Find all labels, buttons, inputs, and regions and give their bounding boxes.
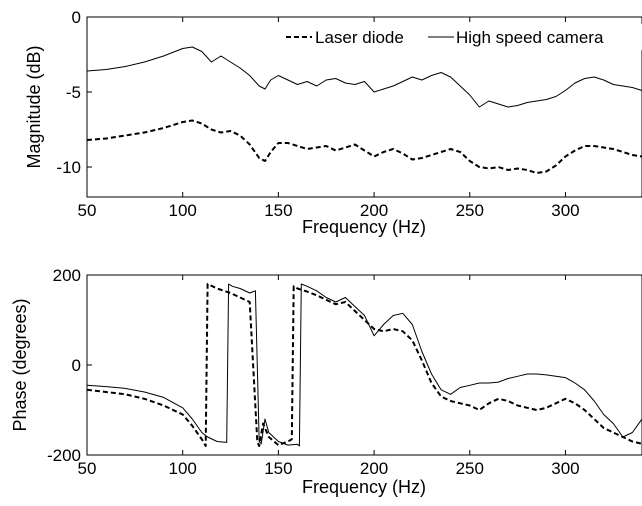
legend-laser-diode-label: Laser diode	[315, 28, 404, 47]
x-tick-label: 150	[264, 201, 292, 220]
x-tick-label: 50	[78, 459, 97, 478]
x-tick-label: 200	[360, 459, 388, 478]
legend: Laser diode High speed camera	[281, 24, 642, 50]
x-tick-label: 100	[169, 459, 197, 478]
magnitude-x-axis-label: Frequency (Hz)	[302, 217, 426, 237]
y-tick-label: -10	[56, 158, 81, 177]
magnitude-series	[86, 46, 642, 174]
phase-x-ticks: 50 100 150 200 250 300	[78, 275, 580, 478]
x-tick-label: 100	[169, 201, 197, 220]
magnitude-x-ticks: 50 100 150 200 250 300	[78, 17, 580, 220]
magnitude-panel: 50 100 150 200 250 300 0-5-10 Frequency (Hz) …	[24, 8, 642, 237]
y-tick-label: 200	[53, 266, 81, 285]
series-line-laser-diode	[86, 119, 642, 174]
x-tick-label: 250	[456, 201, 484, 220]
legend-box	[281, 24, 642, 50]
x-tick-label: 200	[360, 201, 388, 220]
magnitude-y-axis-label: Magnitude (dB)	[24, 45, 44, 168]
phase-y-ticks: 200 0 -200	[47, 266, 92, 465]
series-line-high-speed-camera	[86, 46, 642, 108]
legend-high-speed-camera-label: High speed camera	[456, 28, 604, 47]
x-tick-label: 300	[551, 201, 579, 220]
magnitude-y-ticks: 0 -5 -10	[56, 8, 92, 177]
y-tick-label: -200	[47, 446, 81, 465]
series-line-laser-diode	[86, 283, 642, 447]
phase-panel: 50 100 150 200 250 300 200 0 -200 Frequency (Hz…	[10, 266, 642, 497]
x-tick-label: 300	[551, 459, 579, 478]
phase-y-axis-label: Phase (degrees)	[10, 298, 30, 431]
phase-x-axis-label: Frequency (Hz)	[302, 477, 426, 497]
magnitude-axes-box	[86, 16, 642, 198]
x-tick-label: 150	[264, 459, 292, 478]
series-line-high-speed-camera	[86, 283, 642, 447]
phase-axes-box	[86, 274, 642, 456]
y-tick-label: 0	[72, 8, 81, 27]
y-tick-label: -5	[66, 83, 81, 102]
phase-series	[86, 283, 642, 447]
y-tick-label: 0	[72, 356, 81, 375]
x-tick-label: 250	[456, 459, 484, 478]
x-tick-label: 50	[78, 201, 97, 220]
